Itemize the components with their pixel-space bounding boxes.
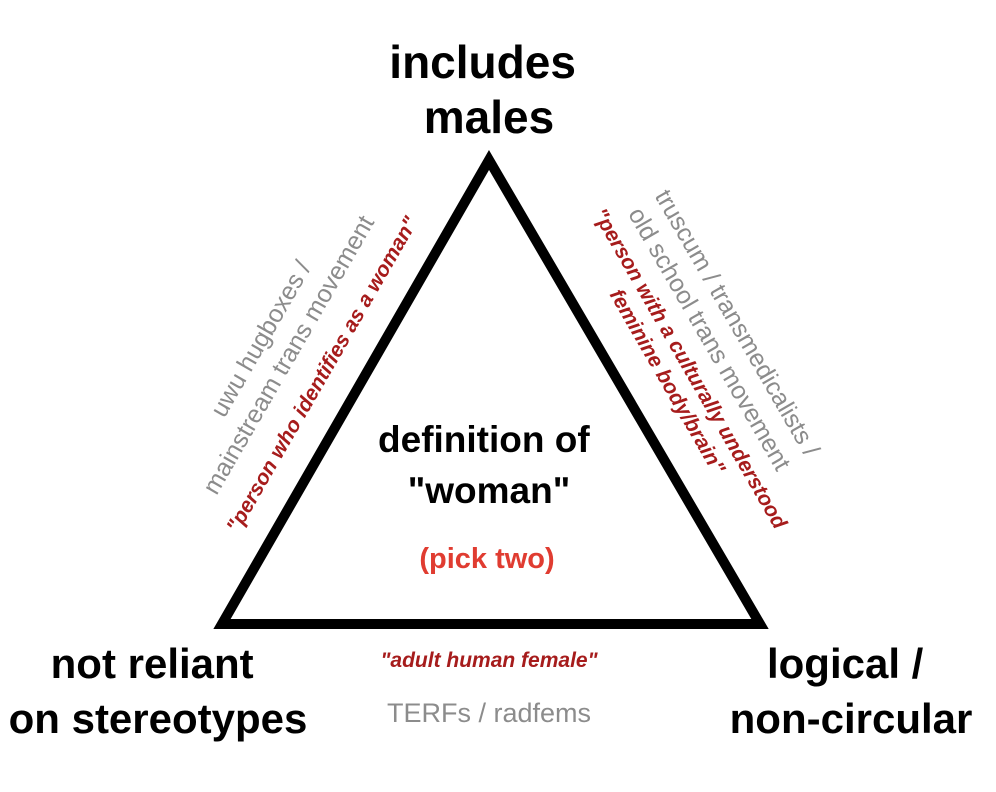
triangle-outline [213, 150, 769, 629]
center-title-line-2: "woman" [408, 470, 571, 511]
left-groups-line-2: mainstream trans movement [197, 211, 380, 499]
corner-bottom-left-line-2: on stereotypes [9, 695, 308, 742]
corner-bottom-left-line-1: not reliant [51, 640, 254, 687]
center-title: definition of "woman" [378, 419, 600, 511]
corner-top-line-1: includes [389, 36, 576, 88]
corner-bottom-right-line-2: non-circular [730, 695, 973, 742]
pick-two-label: (pick two) [419, 543, 554, 575]
corner-top-label: includes males [389, 36, 588, 143]
bottom-groups-text: TERFs / radfems [387, 698, 591, 728]
bottom-definition-text: "adult human female" [380, 649, 598, 672]
center-title-line-1: definition of [378, 419, 590, 460]
corner-bottom-right-line-1: logical / [767, 640, 924, 687]
corner-top-line-2: males [424, 91, 554, 143]
corner-bottom-right-label: logical / non-circular [730, 640, 973, 742]
corner-bottom-left-label: not reliant on stereotypes [9, 640, 308, 742]
